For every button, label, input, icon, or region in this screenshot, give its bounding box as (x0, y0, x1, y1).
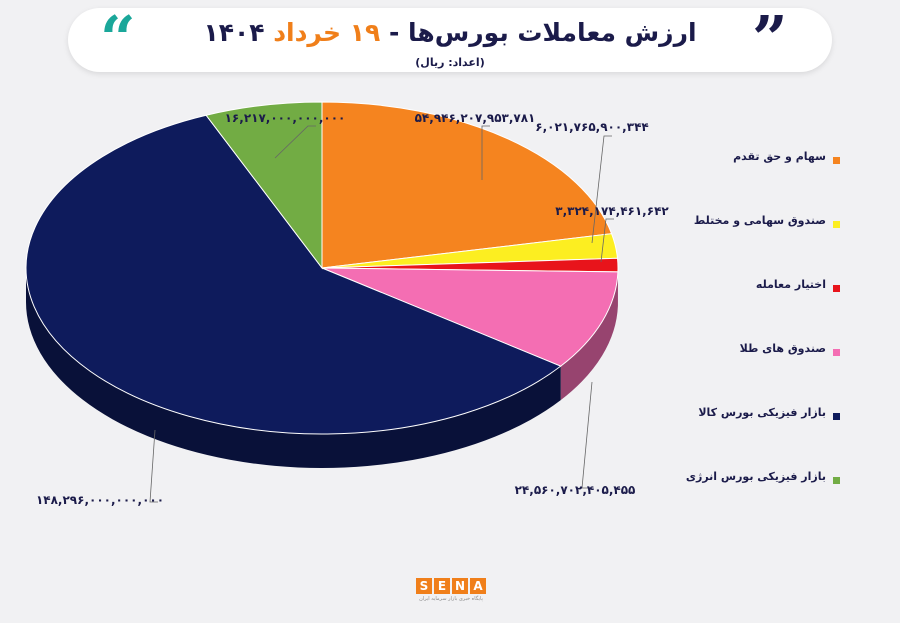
chart-title: ارزش معاملات بورس‌ها - ۱۹ خرداد ۱۴۰۴ (68, 18, 832, 47)
chart-unit: (اعداد: ریال) (415, 56, 485, 69)
legend-label: صندوق سهامی و مختلط (693, 214, 826, 227)
pie-slice (321, 267, 619, 367)
pie-slice (25, 114, 562, 435)
quote-open-icon: “ (100, 2, 136, 75)
logo-letter: E (434, 578, 450, 594)
legend-label: بازار فیزیکی بورس کالا (698, 406, 826, 419)
pie-slice-side (26, 268, 561, 468)
pie-slice (321, 101, 613, 269)
leader-line (591, 135, 612, 244)
logo-tagline: پایگاه خبری بازار سرمایه ایران (419, 596, 483, 602)
logo-letter: N (452, 578, 468, 594)
leader-line (581, 381, 593, 489)
value-label: ۵۴,۹۴۶,۲۰۷,۹۵۳,۷۸۱ (415, 111, 536, 125)
logo-letter: S (416, 578, 432, 594)
value-label: ۲۴,۵۶۰,۷۰۲,۴۰۵,۴۵۵ (515, 483, 636, 497)
logo-letter: A (470, 578, 486, 594)
legend-item: صندوق های طلا (690, 342, 840, 406)
legend-swatch (833, 157, 840, 164)
chart-legend: سهام و حق تقدم صندوق سهامی و مختلط اختیار … (686, 150, 840, 534)
leader-line (600, 218, 614, 263)
pie-slice-side (560, 271, 618, 401)
value-label: ۳,۳۲۴,۱۷۴,۴۶۱,۶۴۲ (555, 204, 669, 218)
title-year: ۱۴۰۴ (203, 18, 265, 47)
value-label: ۱۶,۲۱۷,۰۰۰,۰۰۰,۰۰۰ (225, 111, 346, 125)
pie-top (25, 101, 619, 435)
title-day: ۱۹ خرداد (273, 18, 381, 47)
legend-label: سهام و حق تقدم (733, 150, 826, 163)
title-bar: ارزش معاملات بورس‌ها - ۱۹ خرداد ۱۴۰۴ (اع… (68, 8, 832, 72)
legend-label: صندوق های طلا (739, 342, 826, 355)
title-pre: ارزش معاملات بورس‌ها - (388, 18, 697, 47)
legend-item: بازار فیزیکی بورس کالا (690, 406, 840, 470)
legend-item: صندوق سهامی و مختلط (690, 214, 840, 278)
legend-swatch (833, 349, 840, 356)
legend-swatch (833, 413, 840, 420)
legend-label: بازار فیزیکی بورس انرژی (685, 470, 826, 483)
pie-slice (205, 101, 323, 270)
legend-swatch (833, 221, 840, 228)
value-label: ۱۴۸,۲۹۶,۰۰۰,۰۰۰,۰۰۰ (36, 493, 164, 507)
legend-swatch (833, 285, 840, 292)
legend-swatch (833, 477, 840, 484)
leader-line (149, 429, 158, 503)
leader-line (481, 125, 490, 180)
legend-item: سهام و حق تقدم (690, 150, 840, 214)
legend-item: اختیار معامله (690, 278, 840, 342)
quote-close-icon: ” (752, 2, 788, 75)
legend-label: اختیار معامله (755, 278, 826, 291)
leader-line (274, 125, 316, 159)
legend-item: بازار فیزیکی بورس انرژی (686, 470, 840, 534)
value-label: ۶,۰۲۱,۷۶۵,۹۰۰,۳۴۴ (535, 120, 648, 134)
